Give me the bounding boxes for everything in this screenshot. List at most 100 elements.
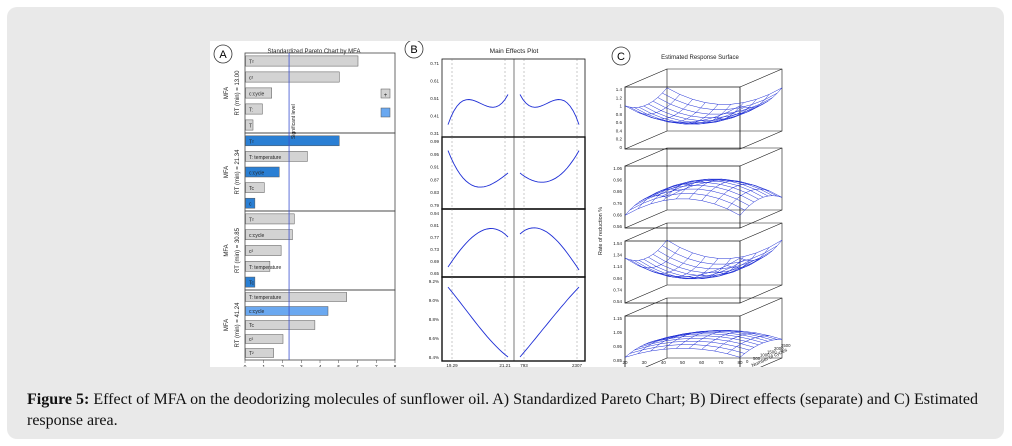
effects-y-tick-label: 8.8% <box>429 317 439 322</box>
surface-depth-tick-label: 2500 <box>781 343 791 348</box>
surface-mesh-line <box>624 195 668 216</box>
surface-mesh-line <box>739 195 783 216</box>
pareto-bar-label: c² <box>249 249 254 255</box>
effects-frame <box>441 276 586 362</box>
effects-curve-cycles <box>519 286 580 358</box>
surface-mesh-line <box>739 339 783 358</box>
pareto-bar <box>245 213 295 225</box>
effects-y-tick-label: 0.94 <box>430 211 439 216</box>
surface-z-tick-label: 1.54 <box>613 241 622 246</box>
pareto-bar <box>245 320 316 330</box>
effects-y-tick-label: 8.6% <box>429 336 439 341</box>
surface-mesh-line <box>650 332 693 352</box>
significance-label: Significant level <box>291 104 297 139</box>
surface-depth-tick-label: 1000 <box>760 353 770 358</box>
panel-a-label: A <box>219 49 227 61</box>
surface-box-edge <box>739 222 783 242</box>
surface-x-tick-label: 50 <box>680 360 686 365</box>
effects-frame <box>441 208 586 278</box>
surface-mesh-line <box>663 331 706 350</box>
surface-box-edge <box>624 284 668 304</box>
surface-mesh-line <box>634 188 750 206</box>
surface-box-edge <box>739 284 783 304</box>
pareto-bar <box>245 119 254 131</box>
surface-box-edge <box>739 147 783 167</box>
surface-z-tick-label: 1 <box>619 104 622 109</box>
pareto-bar <box>245 135 340 147</box>
surface-z-tick-label: 0.85 <box>613 358 622 363</box>
panel-a-label-circle <box>213 44 233 64</box>
surface-z-tick-label: 0 <box>619 145 622 150</box>
effects-y-tick-label: 0.51 <box>430 96 439 101</box>
surface-mesh-line <box>634 107 750 125</box>
surface-mesh-line <box>629 344 745 354</box>
pareto-bar <box>245 276 256 288</box>
effects-curve-temperature <box>447 150 509 188</box>
pareto-bar-label: T² <box>249 217 254 223</box>
surface-mesh-line <box>701 102 744 123</box>
effects-y-tick-label: 0.41 <box>430 114 439 119</box>
pareto-x-tick-label: 0 <box>244 365 247 367</box>
effects-y-tick-label: 9.0% <box>429 298 439 303</box>
effects-y-tick-label: 0.91 <box>430 165 439 170</box>
surface-mesh-line <box>657 331 773 341</box>
surface-mesh-line <box>663 102 706 123</box>
pareto-bar-label: T² <box>249 60 254 66</box>
pareto-bar <box>245 151 308 162</box>
pareto-bar-label: T: temperature <box>249 155 281 161</box>
surface-mesh-line <box>657 97 773 115</box>
surface-mesh-line <box>662 179 778 197</box>
surface-mesh-line <box>652 254 769 273</box>
figure-canvas: A Standardized Pareto Chart by MFA RT (min… <box>213 39 791 377</box>
surface-box-edge <box>624 147 668 167</box>
surface-mesh-line <box>714 252 757 274</box>
effects-y-tick-label: 0.95 <box>430 152 439 157</box>
surface-box-edge <box>739 297 783 317</box>
surface-mesh-line <box>714 99 757 120</box>
surface-z-tick-label: 0.56 <box>613 224 622 229</box>
pareto-bar-label: T <box>249 124 252 130</box>
pareto-bar-label: T² <box>249 351 254 357</box>
surface-mesh-line <box>688 104 732 125</box>
surface-mesh-line <box>624 239 668 261</box>
effects-y-tick-label: 0.73 <box>430 247 439 252</box>
pareto-rt-label: RT (min) = 41.24 <box>235 302 241 348</box>
effects-y-tick-label: 0.65 <box>430 271 439 276</box>
pareto-x-tick-label: 5 <box>337 365 340 367</box>
surface-mesh-line <box>739 239 783 261</box>
surface-mesh-line <box>727 94 770 115</box>
pareto-bar-label: c² <box>249 76 254 82</box>
surface-z-tick-label: 0.94 <box>613 276 622 281</box>
pareto-bar-label: T: temperature <box>249 295 281 301</box>
pareto-bar <box>245 166 280 178</box>
caption-text: Effect of MFA on the deodorizing molecul… <box>27 391 978 429</box>
surface-mesh-line <box>688 330 731 349</box>
surface-mesh-line <box>650 183 693 205</box>
pareto-bar-label: Tc <box>249 323 255 329</box>
surface-z-tick-label: 1.34 <box>613 253 622 258</box>
surface-box-edge <box>624 130 668 150</box>
effects-y-tick-label: 0.79 <box>430 203 439 208</box>
surface-mesh-line <box>663 256 706 278</box>
surface-mesh-line <box>638 260 755 279</box>
effects-y-tick-label: 0.61 <box>430 79 439 84</box>
pareto-bar <box>245 306 329 316</box>
surface-mesh-line <box>637 247 680 269</box>
pareto-bar-label: c:cycle <box>249 170 265 176</box>
caption-label: Figure 5: <box>27 391 90 408</box>
effects-curve-cycles <box>519 150 580 183</box>
surface-z-tick-label: 0.8 <box>616 112 623 117</box>
surface-box-edge <box>739 68 783 88</box>
pareto-bar <box>245 55 359 67</box>
pareto-mfa-label: MFA <box>224 244 230 256</box>
pareto-bar <box>245 292 347 302</box>
surface-z-tick-label: 1.14 <box>613 264 622 269</box>
effects-curve-cycles <box>519 227 580 271</box>
surface-mesh-line <box>701 180 744 201</box>
pareto-x-tick-label: 1 <box>262 365 265 367</box>
surface-mesh-line <box>637 94 680 115</box>
surface-mesh-line <box>666 330 783 340</box>
pareto-bar <box>245 229 293 241</box>
pareto-bar <box>245 245 282 256</box>
surface-mesh-line <box>662 92 778 110</box>
